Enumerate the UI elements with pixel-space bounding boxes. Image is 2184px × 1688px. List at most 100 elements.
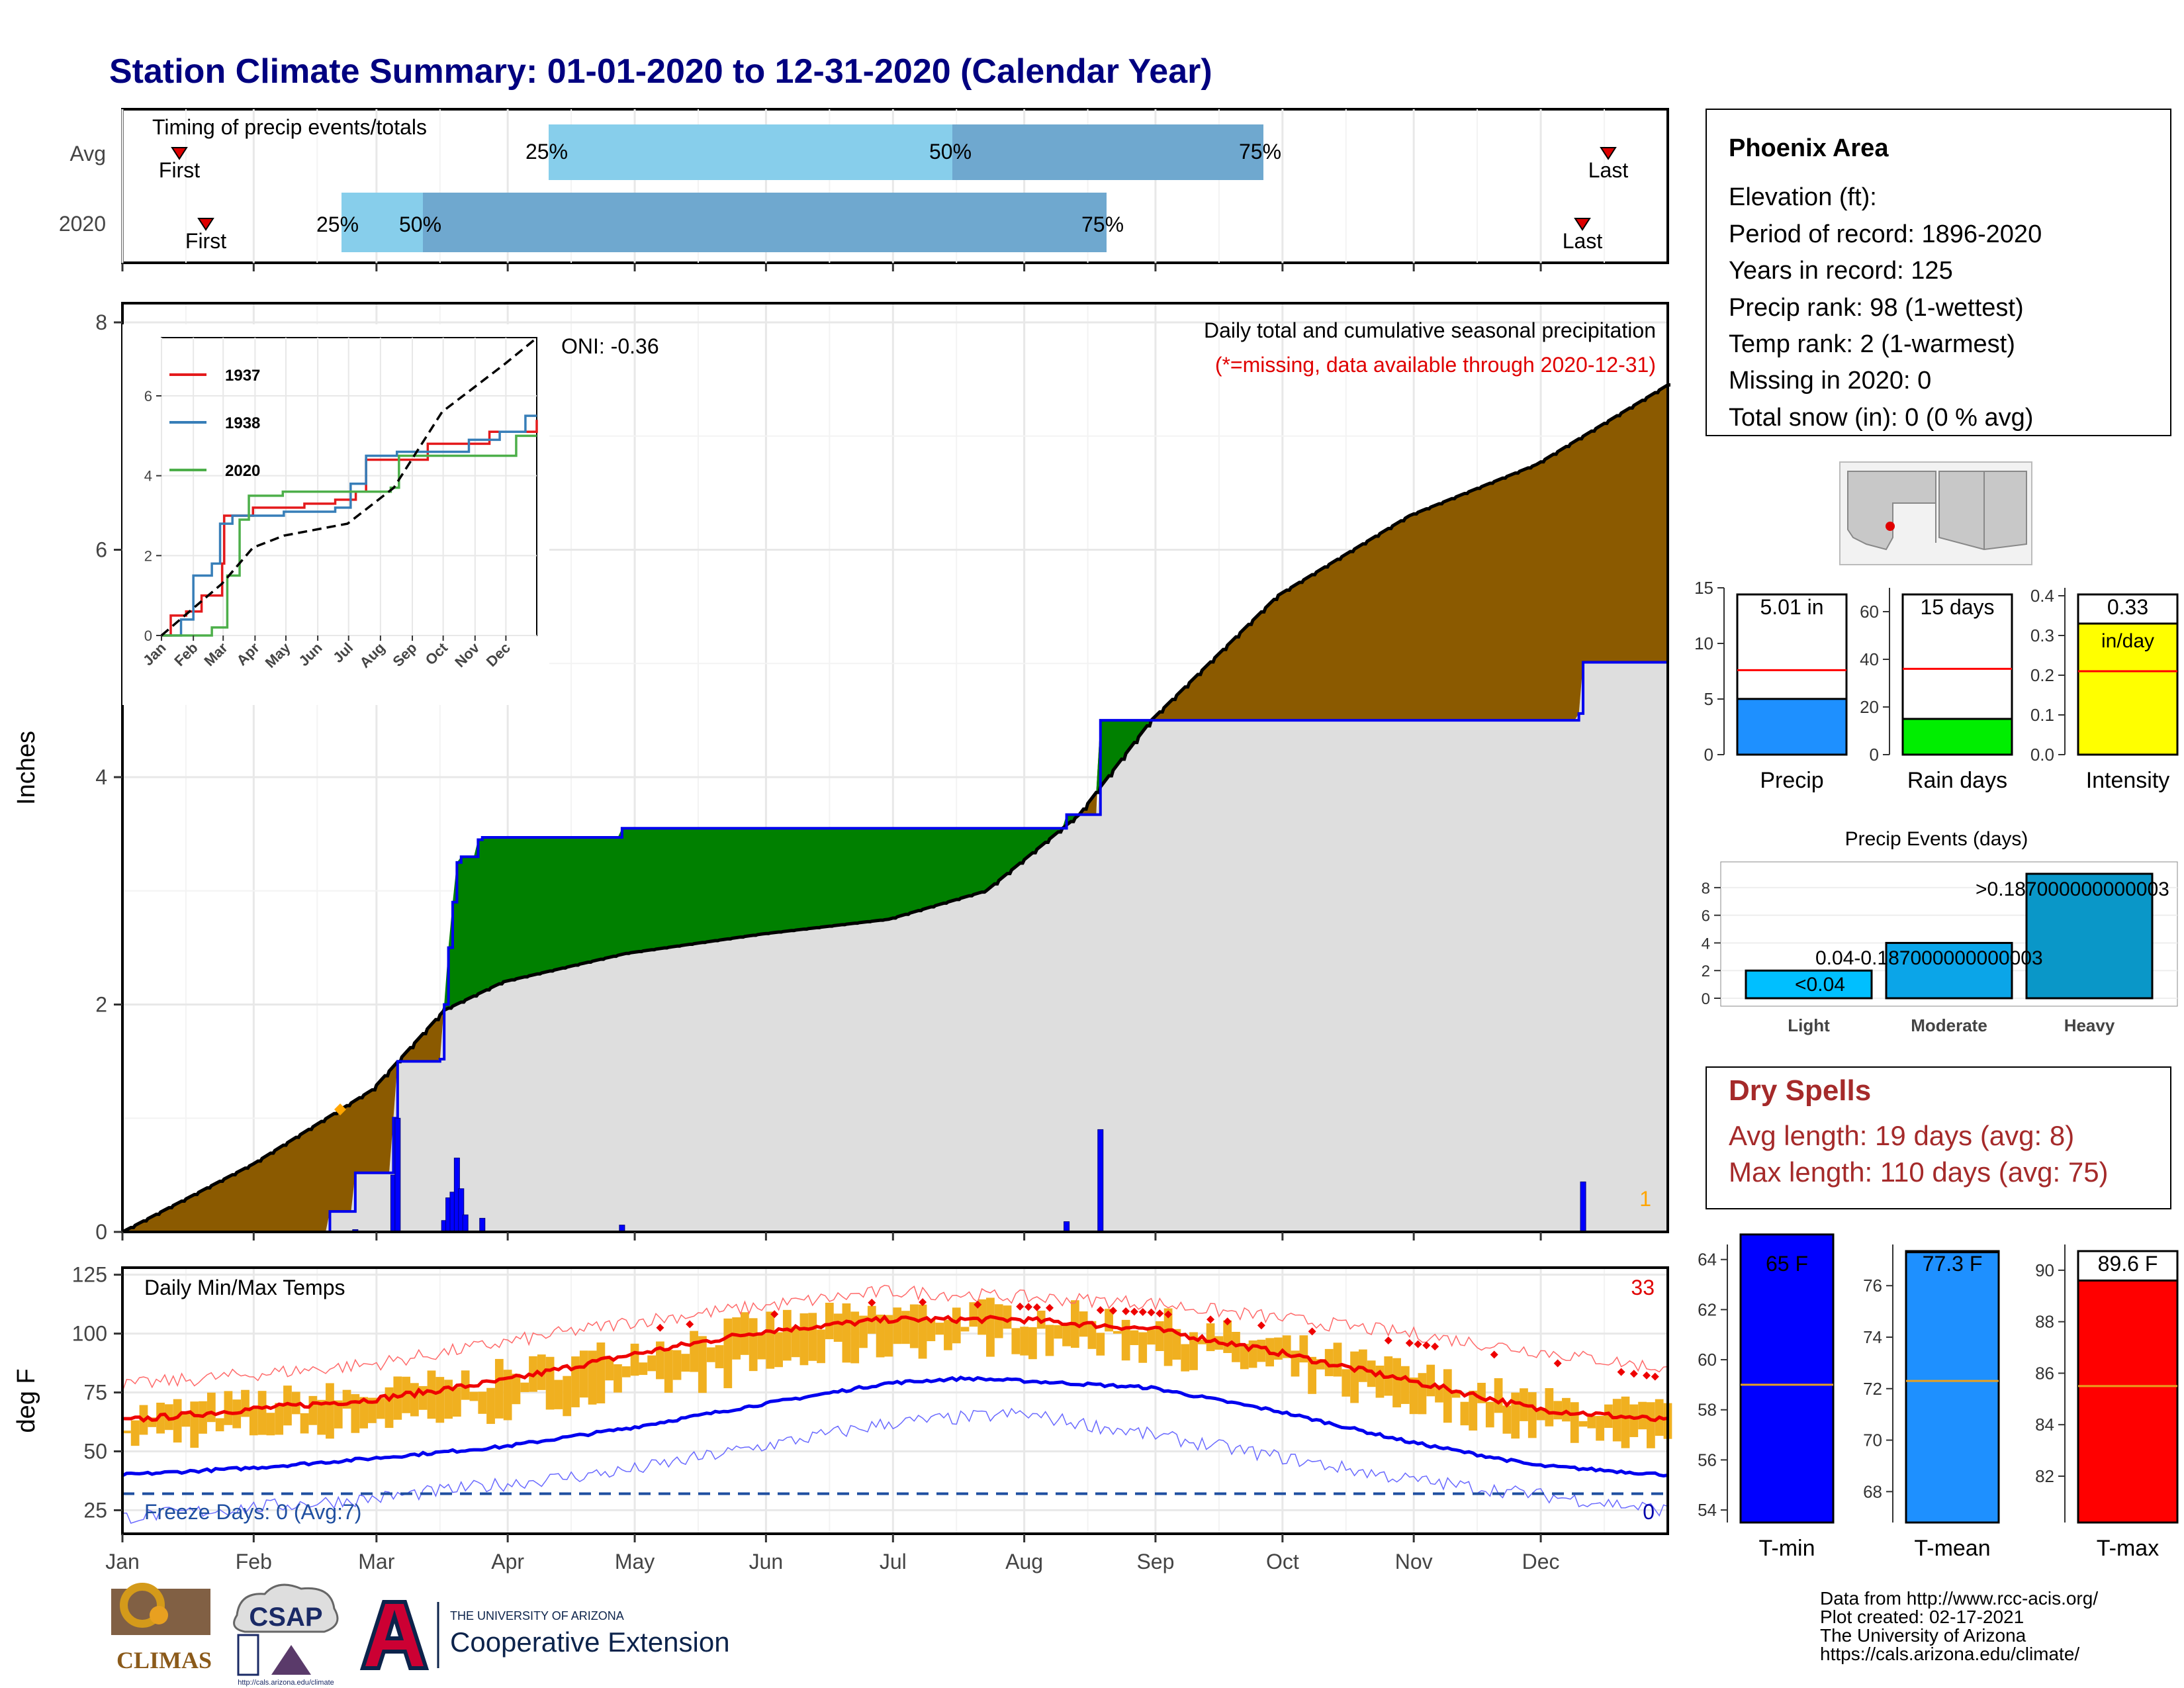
daily-temp-range-bar <box>1333 1342 1342 1377</box>
daily-temp-range-bar <box>1003 1305 1012 1329</box>
daily-temp-range-bar <box>402 1376 410 1413</box>
daily-temp-range-bar <box>1527 1392 1537 1438</box>
precip-event-category: Light <box>1788 1015 1830 1035</box>
2020-75-label: 75% <box>1081 212 1124 236</box>
avg-last-marker-icon <box>1600 147 1617 160</box>
inset-legend-label: 1938 <box>225 414 260 432</box>
month-tick-label: Aug <box>1005 1550 1043 1573</box>
daily-temp-range-bar <box>334 1400 343 1429</box>
record-high-point <box>1046 1303 1054 1312</box>
month-tick-label: Oct <box>1266 1550 1299 1573</box>
daily-temp-range-bar <box>817 1329 825 1364</box>
precip-event-category: Heavy <box>2064 1015 2115 1035</box>
2020-last-marker-icon <box>1574 218 1591 231</box>
precip-event-bar <box>2025 872 2154 1000</box>
daily-temp-range-bar <box>1392 1358 1401 1408</box>
daily-temp-range-bar <box>614 1364 622 1393</box>
record-high-point <box>1032 1303 1041 1311</box>
page-title: Station Climate Summary: 01-01-2020 to 1… <box>109 52 1212 91</box>
daily-temp-range-bar <box>1367 1360 1376 1387</box>
daily-temp-range-bar <box>1359 1349 1367 1382</box>
station-info-box: Phoenix Area Elevation (ft): Period of r… <box>1706 109 2171 436</box>
month-tick-label: May <box>615 1550 655 1573</box>
daily-temp-range-bar <box>452 1387 461 1417</box>
month-tick-label: Apr <box>491 1550 524 1573</box>
footer-line: The University of Arizona <box>1820 1625 2026 1646</box>
daily-temp-range-bar <box>1578 1421 1588 1427</box>
small-bar-tick: 0 <box>1870 745 1879 765</box>
daily-precip-bar <box>479 1217 486 1233</box>
daily-temp-range-bar <box>656 1341 664 1380</box>
missing-count: 1 <box>1639 1187 1651 1211</box>
record-high-point <box>1130 1307 1138 1316</box>
cumulative-average-fill <box>122 662 1668 1232</box>
daily-temp-range-bar <box>782 1309 792 1361</box>
climas-logo-text: CLIMAS <box>116 1647 212 1673</box>
record-high-point <box>1308 1327 1316 1336</box>
average-min-line <box>121 1376 1668 1478</box>
daily-temp-range-bar <box>918 1304 927 1359</box>
info-line: Precip rank: 98 (1-wettest) <box>1729 294 2024 322</box>
info-line: Period of record: 1896-2020 <box>1729 220 2042 248</box>
daily-temp-range-bar <box>1130 1330 1139 1345</box>
inset-series-line <box>161 420 538 637</box>
daily-temp-range-bar <box>1138 1332 1148 1363</box>
daily-temp-range-bar <box>215 1418 224 1432</box>
record-high-point <box>1138 1308 1147 1317</box>
daily-temp-range-bar <box>1054 1325 1063 1339</box>
2020-cumulative-step-line <box>122 661 1668 1233</box>
daily-temp-range-bar <box>909 1304 919 1348</box>
month-tick-label: Jul <box>880 1550 907 1573</box>
record-high-point <box>686 1320 694 1329</box>
timing-row-2020: 2020 <box>59 212 106 236</box>
daily-temp-range-bar <box>1020 1327 1028 1356</box>
inset-series-line <box>161 414 537 637</box>
daily-temp-range-bar <box>605 1357 614 1381</box>
csap-url: http://cals.arizona.edu/climate <box>238 1679 334 1687</box>
oni-label: ONI: -0.36 <box>561 334 659 358</box>
daily-temp-range-bar <box>944 1319 952 1350</box>
daily-temp-range-bar <box>156 1402 165 1434</box>
precip-event-bar <box>1745 969 1873 1000</box>
small-bar-value <box>1736 698 1848 756</box>
timing-title: Timing of precip events/totals <box>152 115 427 139</box>
daily-temp-range-bar <box>690 1331 698 1372</box>
daily-temp-range-bar <box>1604 1404 1613 1429</box>
daily-temp-range-bar <box>1087 1321 1097 1349</box>
daily-temp-range-bar <box>326 1383 334 1439</box>
daily-temp-range-bar <box>308 1395 318 1425</box>
tmax-bar: 82 84 86 88 90 89.6 F T-max <box>2035 1244 2179 1561</box>
dry-spells-title: Dry Spells <box>1729 1074 1871 1107</box>
inset-y-tick: 0 <box>144 628 152 644</box>
daily-temp-range-bar <box>435 1377 445 1423</box>
daily-temp-range-bar <box>224 1391 233 1425</box>
record-high-point <box>656 1323 664 1332</box>
daily-precip-bar <box>1064 1221 1070 1233</box>
record-high-point <box>919 1298 927 1307</box>
precip-total-bar: 0 5 10 15 5.01 in Precip <box>1694 578 1848 793</box>
daily-temp-range-bar <box>732 1317 741 1360</box>
daily-temp-range-bar <box>825 1303 834 1340</box>
small-bar-value-label: 89.6 F <box>2098 1252 2158 1276</box>
small-bar-value <box>1739 1233 1835 1524</box>
daily-temp-range-bar <box>1621 1396 1630 1448</box>
daily-temp-range-bar <box>698 1336 707 1393</box>
small-bar-value-label: 0.33 <box>2107 595 2148 619</box>
record-high-point <box>868 1298 876 1307</box>
daily-temp-range-bar <box>647 1355 657 1372</box>
daily-temp-range-bar <box>994 1304 1003 1338</box>
small-bar-value-label: 77.3 F <box>1923 1252 1983 1276</box>
daily-temp-range-bar <box>935 1323 944 1335</box>
daily-temp-range-bar <box>723 1318 733 1389</box>
record-high-point <box>1651 1372 1659 1381</box>
timing-row-avg: Avg <box>69 142 106 165</box>
daily-temp-range-bar <box>478 1391 487 1414</box>
small-bar-tick: 74 <box>1863 1327 1882 1347</box>
small-bar-tick: 0.4 <box>2030 586 2054 606</box>
daily-temp-range-bar <box>1121 1319 1130 1361</box>
daily-temp-range-bar <box>249 1407 258 1436</box>
record-high-point <box>1096 1306 1105 1315</box>
record-high-point <box>1553 1359 1562 1368</box>
rain-days-bar: 0 20 40 60 15 days Rain days <box>1860 588 2013 793</box>
daily-temp-range-bar <box>1342 1369 1351 1397</box>
